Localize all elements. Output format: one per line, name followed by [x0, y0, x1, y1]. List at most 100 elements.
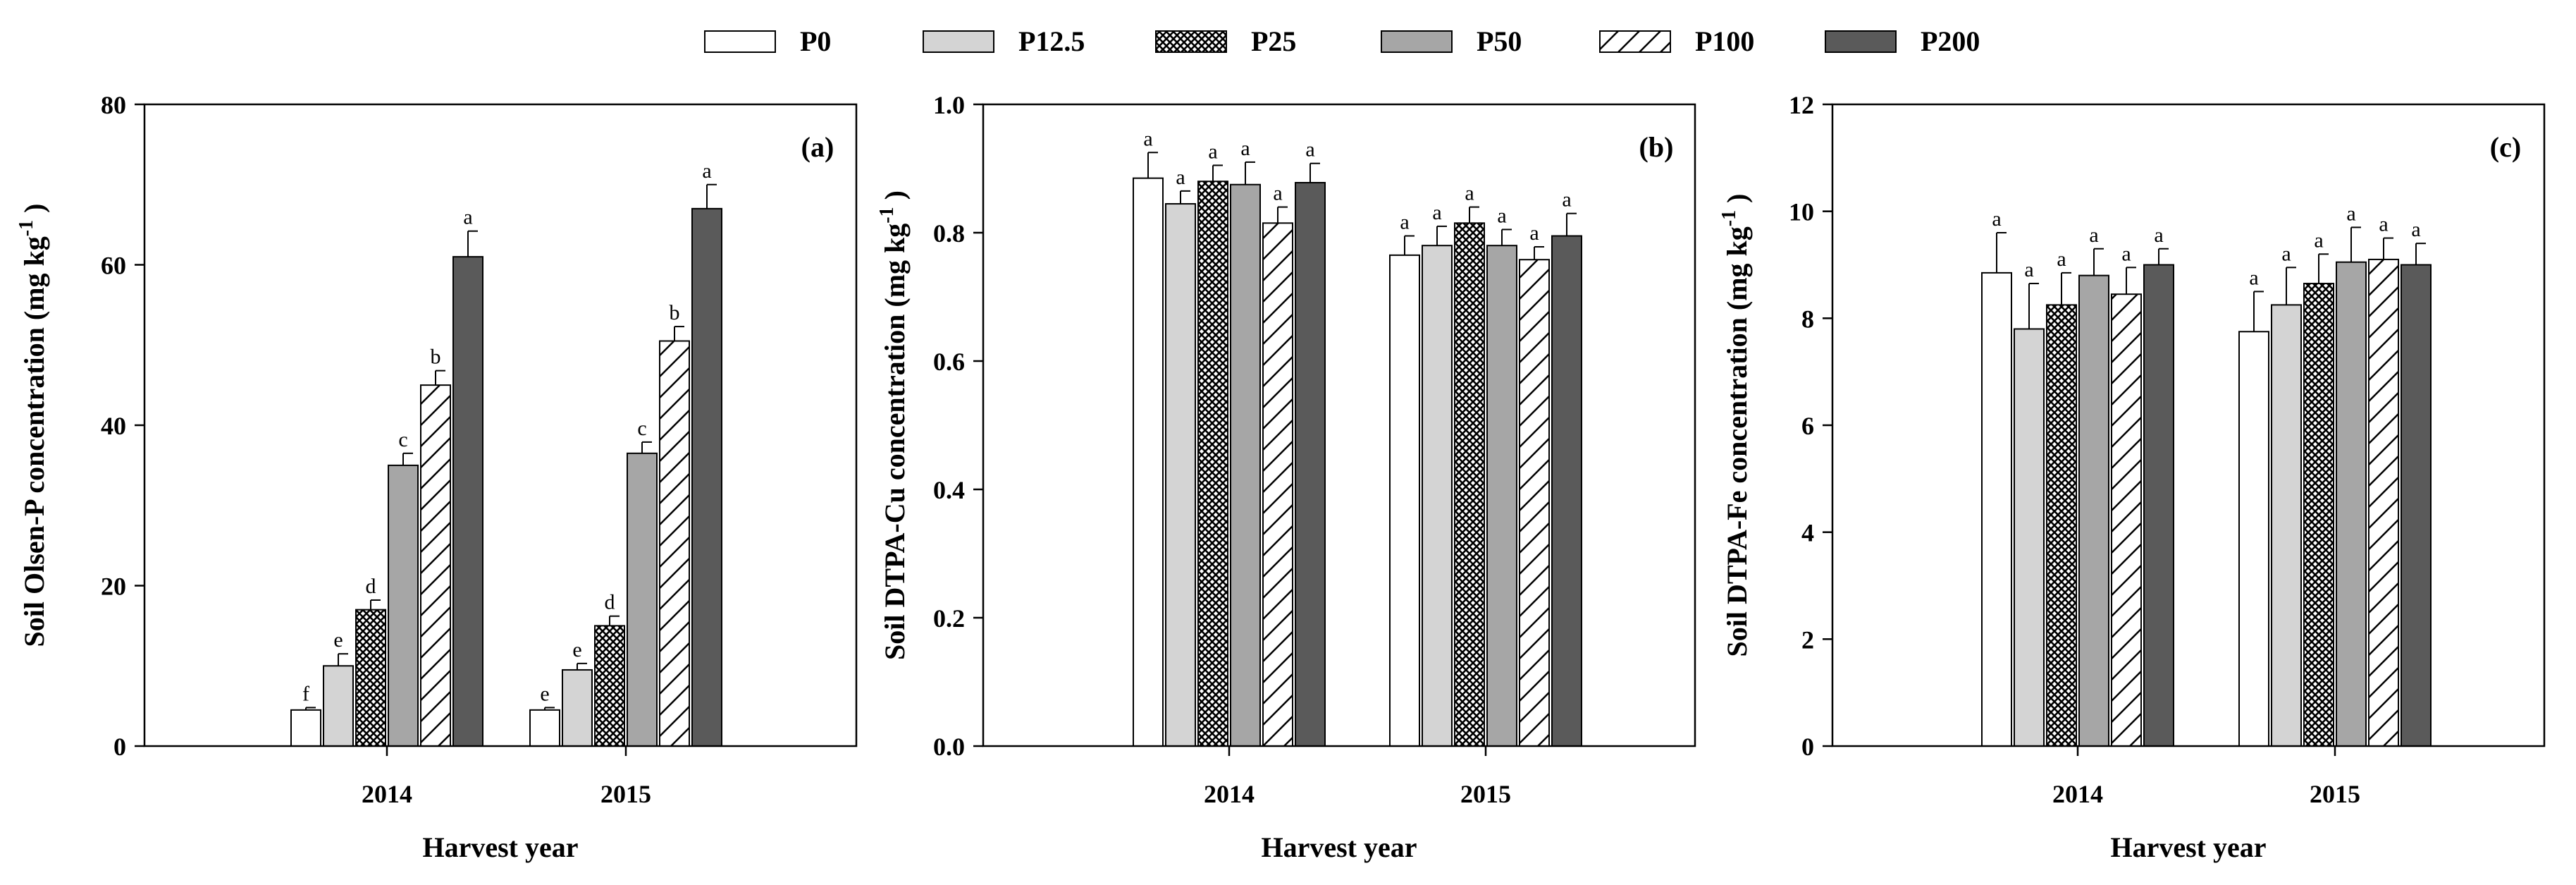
bar-p0-2015 — [1389, 254, 1420, 747]
y-axis-title-main: Soil DTPA-Fe concentration (mg kg — [1721, 226, 1753, 657]
significance-letter: a — [1432, 201, 1441, 224]
significance-letter: f — [302, 682, 309, 705]
significance-letter: a — [1400, 211, 1409, 234]
y-tick-label: 0.0 — [933, 733, 965, 761]
significance-letter: d — [366, 575, 376, 598]
significance-letter: a — [2121, 242, 2131, 265]
bar-p50-2014 — [1230, 183, 1261, 747]
y-axis-title-superscript: -1 — [16, 220, 37, 236]
y-tick-label: 40 — [101, 412, 126, 440]
significance-letter: a — [1208, 140, 1217, 163]
y-tick-label: 0.2 — [933, 604, 965, 633]
significance-letter: a — [2154, 224, 2163, 247]
significance-letter: e — [572, 638, 581, 661]
significance-letter: e — [540, 682, 549, 705]
bar-p50-2015 — [2336, 261, 2367, 747]
y-tick-label: 8 — [1801, 305, 1814, 333]
plot-frame — [143, 103, 858, 747]
panel-tag: (a) — [801, 131, 834, 163]
significance-letter: a — [1240, 137, 1250, 160]
significance-letter: a — [1176, 166, 1185, 189]
y-tick-label: 2 — [1801, 625, 1814, 654]
y-tick-label: 6 — [1801, 412, 1814, 440]
significance-letter: a — [1305, 138, 1314, 161]
x-tick-label: 2015 — [1460, 780, 1511, 808]
bar-p12-5-2014 — [323, 665, 354, 747]
significance-letter: a — [2281, 242, 2291, 265]
y-tick-label: 80 — [101, 91, 126, 119]
bar-p100-2015 — [2368, 258, 2399, 747]
bar-p0-2014 — [290, 709, 321, 747]
bar-p25-2014 — [355, 609, 386, 747]
panel-tag: (b) — [1639, 131, 1674, 163]
significance-letter: a — [2249, 266, 2258, 289]
bar-p12-5-2014 — [1165, 203, 1196, 747]
legend-swatch — [1825, 30, 1897, 53]
significance-letter: a — [2314, 228, 2323, 252]
bar-p12-5-2015 — [562, 669, 593, 747]
significance-letter: a — [2024, 258, 2033, 281]
plot-frame — [1831, 103, 2546, 747]
y-tick-label: 0 — [1801, 733, 1814, 761]
x-tick-label: 2015 — [600, 780, 651, 808]
x-tick-label: 2015 — [2310, 780, 2360, 808]
significance-letter: a — [2379, 213, 2388, 236]
significance-letter: a — [1992, 207, 2001, 231]
bar-p12-5-2014 — [2014, 328, 2045, 747]
y-tick-label: 20 — [101, 573, 126, 601]
y-axis-title-superscript: -1 — [876, 207, 898, 223]
legend-swatch — [1599, 30, 1671, 53]
bar-p200-2014 — [1295, 182, 1326, 747]
y-axis-title-main: Soil DTPA-Cu concentration (mg kg — [879, 224, 911, 660]
legend-label: P50 — [1477, 25, 1522, 57]
plot-frame — [982, 103, 1696, 747]
legend-item-p12-5: P12.5 — [923, 25, 1085, 57]
bar-p0-2014 — [1133, 177, 1164, 747]
x-axis-title: Harvest year — [1261, 831, 1417, 863]
x-axis-title: Harvest year — [2110, 831, 2266, 863]
significance-letter: a — [1273, 182, 1282, 205]
y-tick-label: 0 — [113, 733, 126, 761]
y-axis-title: Soil DTPA-Cu concentration (mg kg-1 ) — [876, 190, 911, 660]
legend-swatch — [923, 30, 994, 53]
significance-letter: a — [1529, 221, 1539, 245]
y-tick-label: 0.4 — [933, 476, 965, 504]
bar-p25-2015 — [1454, 222, 1485, 747]
y-tick-label: 10 — [1789, 198, 1814, 226]
y-tick-label: 4 — [1801, 519, 1814, 547]
significance-letter: a — [2346, 202, 2355, 225]
significance-letter: d — [605, 591, 615, 614]
legend-item-p25: P25 — [1155, 25, 1296, 57]
legend-item-p50: P50 — [1381, 25, 1522, 57]
bar-p25-2014 — [1197, 181, 1228, 747]
y-tick-label: 1.0 — [933, 91, 965, 119]
bar-p0-2015 — [529, 709, 560, 747]
x-tick-label: 2014 — [362, 780, 412, 808]
legend-item-p200: P200 — [1825, 25, 1980, 57]
bar-p200-2015 — [2401, 264, 2432, 747]
y-axis-title-end: ) — [18, 204, 50, 220]
legend: P0 P12.5 P25 P50 P100 P200 — [704, 25, 1980, 57]
legend-swatch — [1381, 30, 1453, 53]
legend-label: P0 — [800, 25, 831, 57]
bar-p25-2015 — [2303, 283, 2334, 747]
bar-p50-2015 — [1486, 245, 1517, 747]
significance-letter: b — [431, 346, 441, 369]
significance-letter: a — [2411, 218, 2420, 241]
significance-letter: a — [463, 206, 472, 229]
bar-p100-2014 — [2111, 293, 2142, 747]
legend-label: P25 — [1251, 25, 1296, 57]
significance-letter: a — [1143, 127, 1152, 150]
bar-p200-2015 — [1551, 235, 1582, 747]
bar-p100-2014 — [420, 384, 451, 747]
bar-p100-2014 — [1262, 222, 1293, 747]
x-tick-label: 2014 — [2052, 780, 2103, 808]
bar-p200-2014 — [452, 256, 483, 747]
legend-label: P12.5 — [1018, 25, 1085, 57]
bar-p200-2015 — [691, 207, 722, 747]
bar-p25-2015 — [594, 625, 625, 747]
significance-letter: a — [702, 159, 711, 183]
